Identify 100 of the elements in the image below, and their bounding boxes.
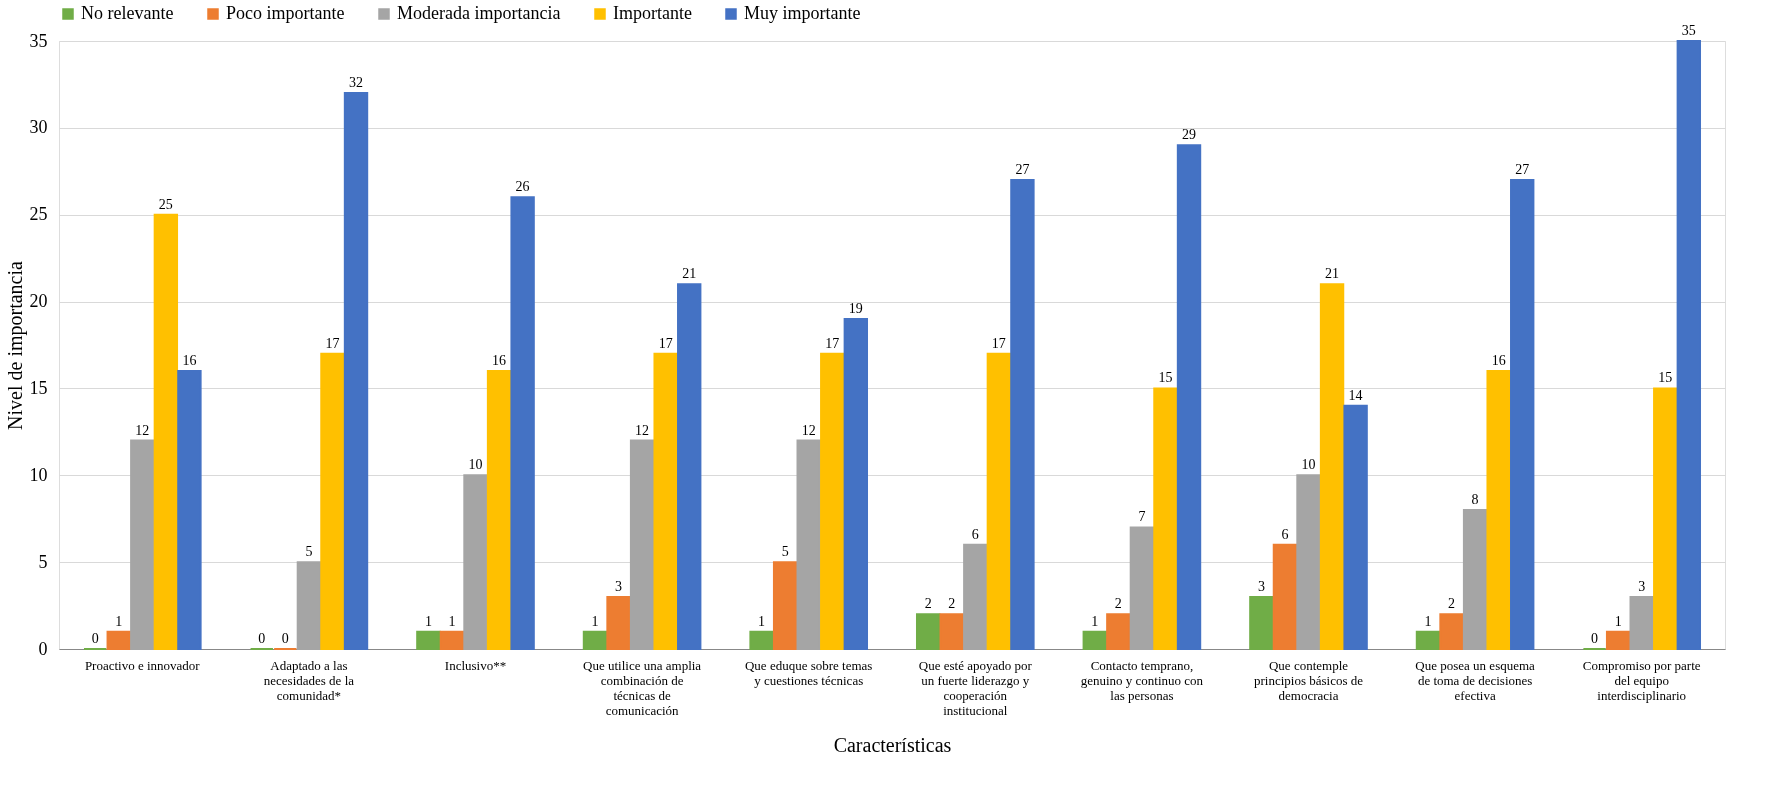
data-label: 1	[1614, 613, 1622, 629]
bar	[653, 352, 678, 650]
data-label: 29	[1182, 127, 1197, 143]
bar	[439, 630, 465, 650]
x-tick-label: Proactivo e innovador	[84, 657, 201, 673]
legend-label: Importante	[613, 3, 692, 23]
bar	[986, 352, 1012, 650]
bar	[677, 283, 702, 650]
bar	[1439, 613, 1464, 650]
x-tick-label: Que esté apoyado por un fuerte liderazgo y cooperación institucional	[918, 657, 1033, 718]
data-label: 32	[349, 75, 364, 91]
data-label: 5	[305, 544, 313, 560]
data-label: 14	[1348, 387, 1363, 403]
data-label: 35	[1681, 23, 1696, 38]
x-tick-label: Contacto temprano, genuino y continuo con las personas	[1080, 657, 1204, 703]
bar	[1486, 370, 1511, 650]
data-label: 1	[758, 613, 766, 629]
data-label: 17	[658, 335, 673, 351]
data-label: 15	[1158, 370, 1173, 386]
y-tick-label: 35	[29, 30, 48, 51]
data-label: 6	[971, 526, 979, 542]
bar	[582, 630, 608, 650]
data-label: 1	[115, 613, 123, 629]
data-label: 12	[801, 422, 816, 438]
data-label: 5	[781, 544, 789, 560]
bar	[1343, 404, 1368, 650]
data-label: 12	[635, 422, 650, 438]
bar	[606, 595, 631, 650]
data-label: 19	[848, 300, 863, 316]
bar	[1629, 595, 1654, 650]
y-tick-label: 25	[29, 204, 48, 225]
data-label: 1	[424, 613, 432, 629]
data-label: 15	[1658, 370, 1673, 386]
bar	[1129, 526, 1155, 650]
data-label: 1	[591, 613, 599, 629]
data-label: 7	[1138, 509, 1146, 525]
data-label: 16	[1491, 353, 1506, 369]
bar	[177, 370, 202, 650]
x-tick-label: Que eduque sobre temas y cuestiones técnicas	[744, 657, 873, 688]
data-label: 3	[1257, 578, 1265, 594]
bar	[416, 630, 441, 650]
bar	[629, 439, 655, 650]
y-axis-title: Nivel de importancia	[3, 260, 27, 430]
bar	[1010, 178, 1035, 650]
bar	[1676, 40, 1702, 650]
bar	[153, 213, 179, 650]
x-tick-label: Que contemple principios básicos de democracia	[1253, 657, 1364, 703]
legend-label: No relevante	[81, 3, 174, 23]
legend-label: Moderada importancia	[397, 3, 561, 23]
data-label: 2	[924, 596, 932, 612]
legend-label: Poco importante	[226, 3, 345, 23]
bar	[963, 543, 988, 650]
bar	[1415, 630, 1441, 650]
x-tick-label: Adaptado a las necesidades de la comunidad*	[263, 657, 355, 703]
data-label: 25	[158, 196, 173, 212]
x-tick-label: Que posea un esquema de toma de decisiones efectiva	[1415, 657, 1536, 703]
bar	[939, 613, 964, 650]
data-label: 0	[281, 631, 289, 646]
data-label: 17	[991, 335, 1006, 351]
y-tick-label: 10	[29, 464, 48, 485]
bar	[1176, 144, 1202, 650]
data-label: 17	[825, 335, 840, 351]
data-label: 1	[1424, 613, 1432, 629]
bar	[320, 352, 345, 650]
bar	[486, 370, 512, 650]
y-tick-label: 0	[38, 638, 48, 659]
data-label: 10	[468, 457, 483, 473]
x-tick-label: Que utilice una amplia combinación de técnicas de comunicación	[583, 657, 702, 718]
data-label: 0	[258, 631, 266, 646]
data-label: 10	[1301, 457, 1316, 473]
bar	[510, 196, 535, 650]
bar	[749, 630, 774, 650]
y-tick-label: 20	[29, 291, 48, 312]
bar	[1082, 630, 1107, 650]
data-label: 3	[1638, 578, 1646, 594]
y-tick-label: 30	[29, 117, 48, 138]
data-label: 6	[1281, 526, 1289, 542]
bar	[915, 613, 941, 650]
data-label: 21	[682, 266, 697, 282]
bar	[1462, 509, 1488, 650]
data-label: 26	[515, 179, 530, 195]
bar	[343, 92, 369, 650]
bar	[796, 439, 821, 650]
data-label: 27	[1015, 161, 1030, 177]
data-label: 16	[182, 353, 197, 369]
bar	[820, 352, 845, 650]
bar	[130, 439, 155, 650]
data-label: 8	[1471, 492, 1479, 508]
data-label: 0	[1591, 631, 1599, 646]
bar	[296, 561, 322, 650]
data-label: 12	[135, 422, 150, 438]
bar	[463, 474, 488, 650]
bar	[1272, 543, 1298, 650]
bar	[1249, 595, 1274, 650]
y-tick-label: 5	[38, 551, 48, 572]
data-label: 3	[615, 578, 623, 594]
bar	[1296, 474, 1321, 650]
bar	[1319, 283, 1345, 650]
data-label: 2	[1114, 596, 1122, 612]
data-label: 27	[1515, 161, 1530, 177]
